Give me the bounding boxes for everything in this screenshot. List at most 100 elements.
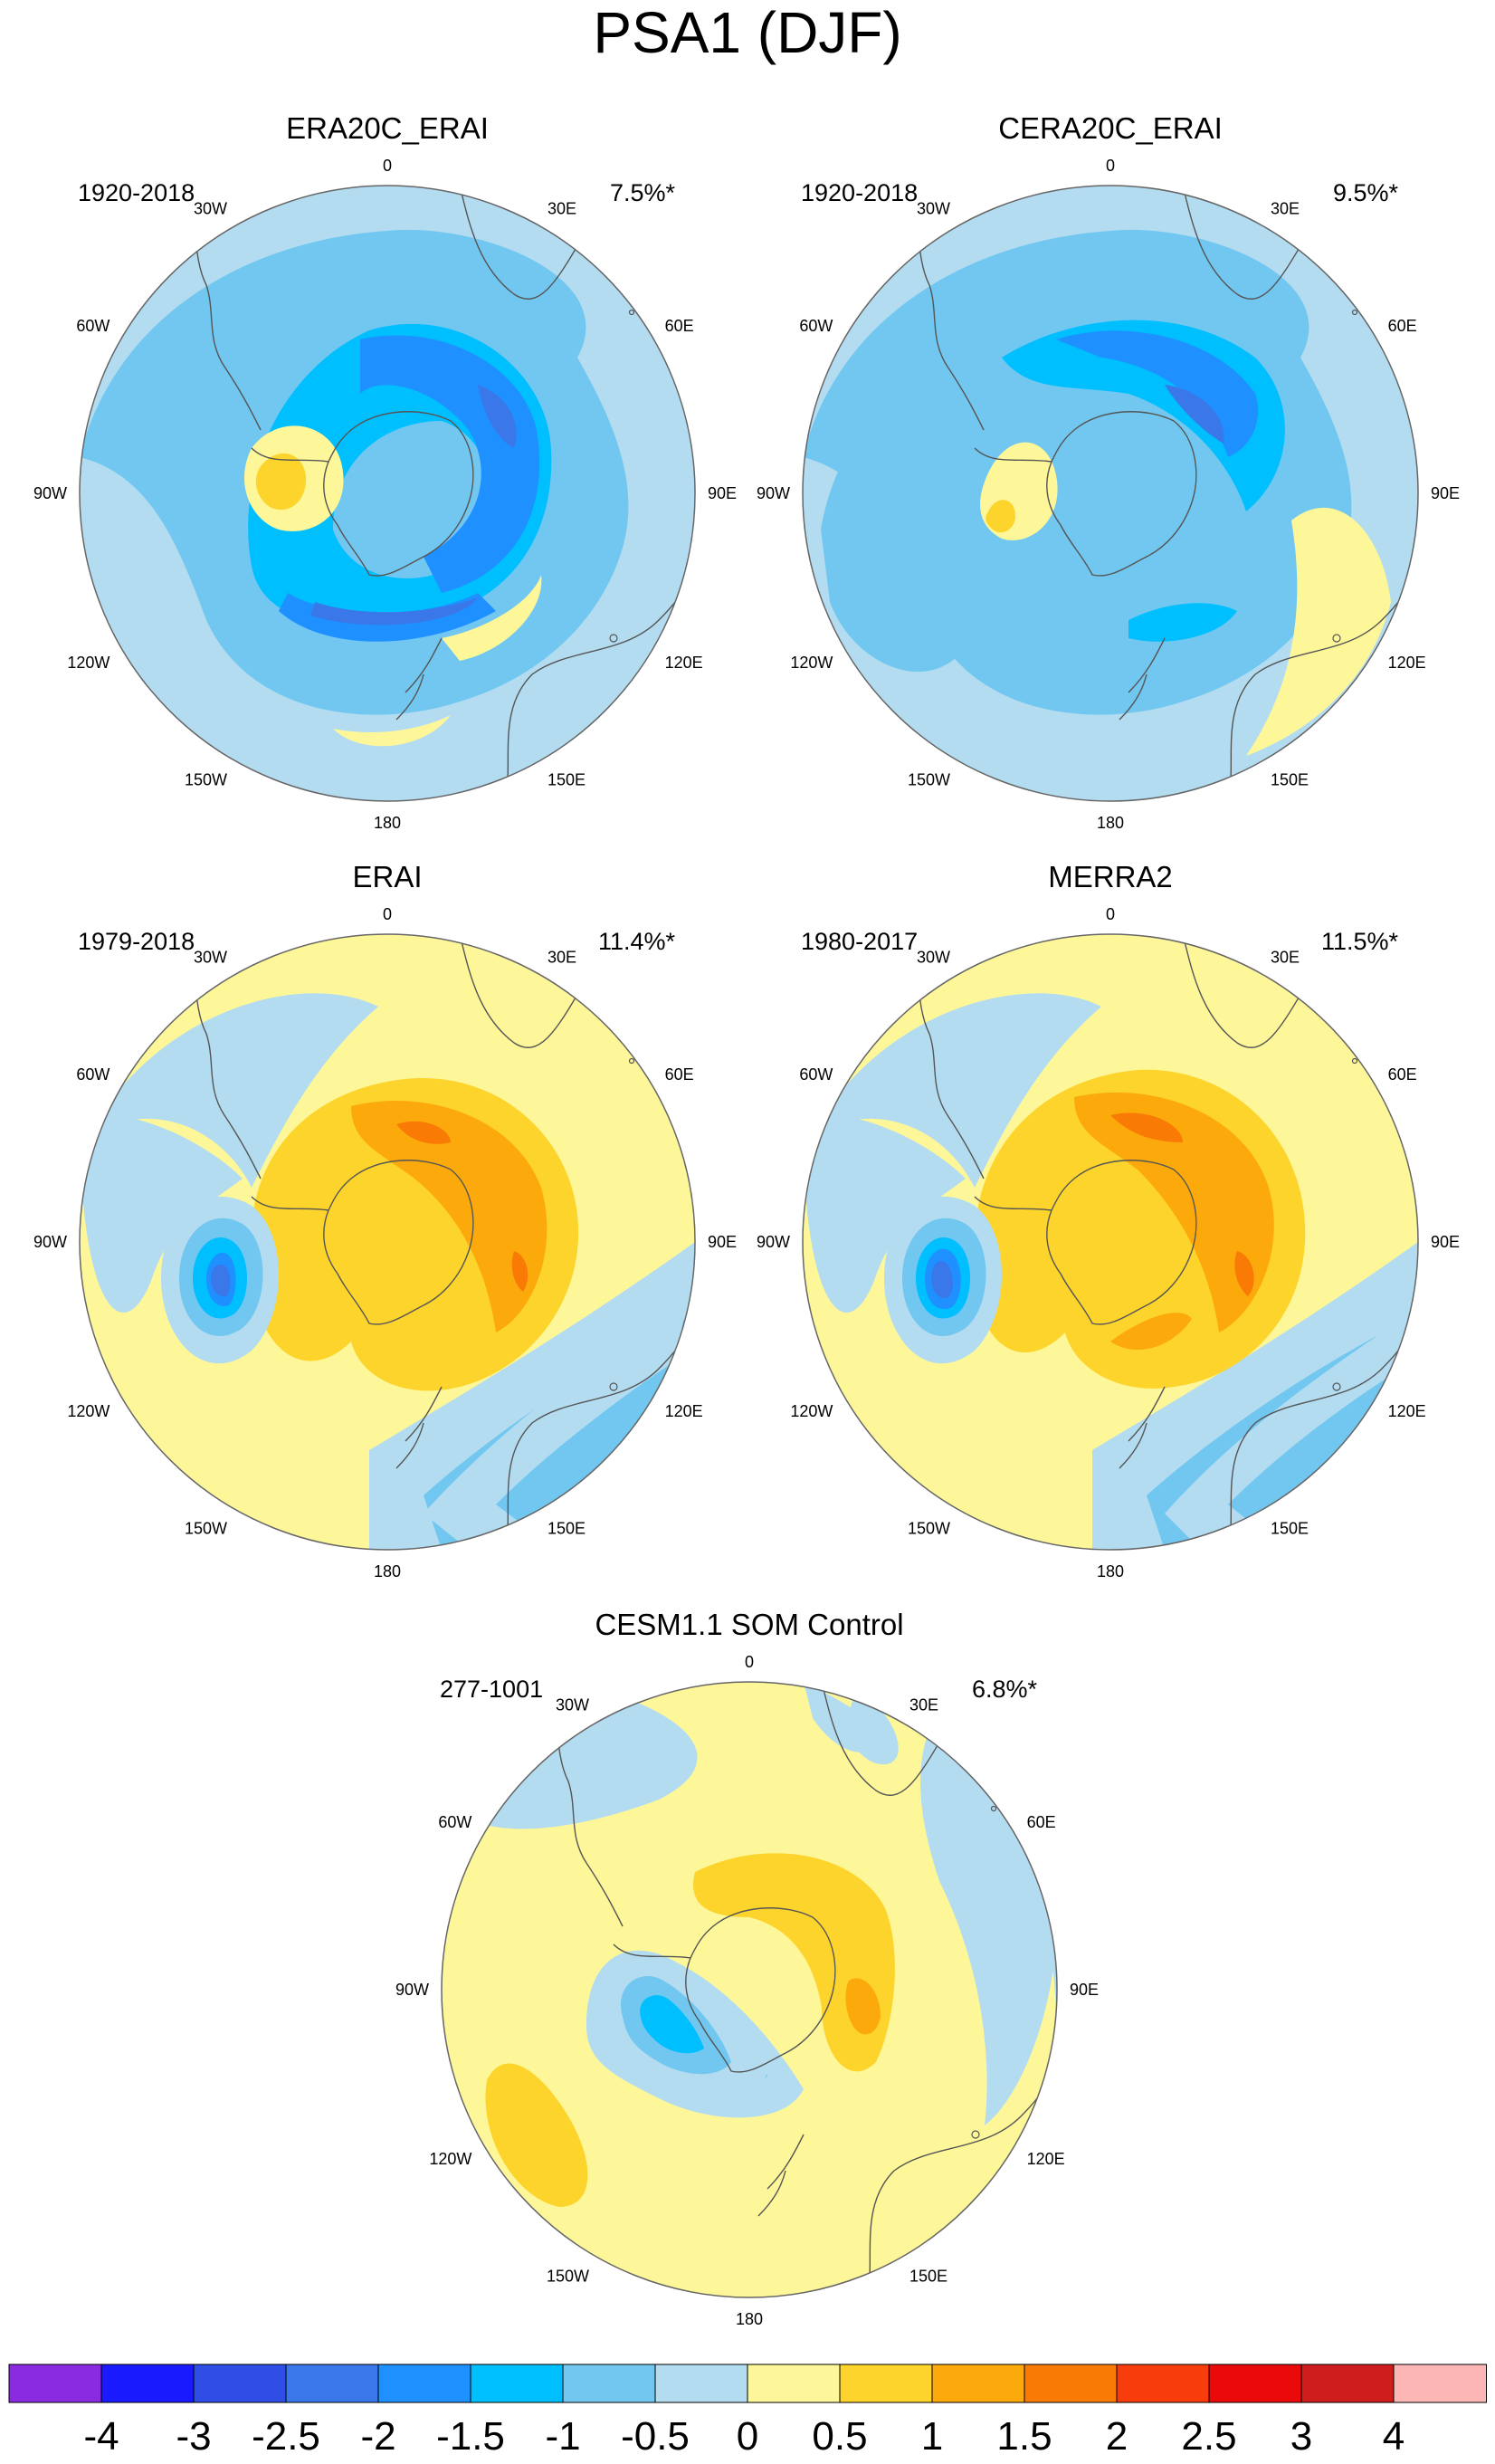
contour-region xyxy=(333,715,451,747)
contour-region xyxy=(1110,1313,1192,1351)
colorbar-tick-label: 0 xyxy=(737,2414,758,2459)
longitude-label: 150W xyxy=(185,771,227,789)
colorbar-swatch xyxy=(1300,2364,1395,2403)
contour-region xyxy=(693,1853,895,2072)
longitude-label: 0 xyxy=(1106,905,1115,923)
longitude-label: 30W xyxy=(556,1695,589,1714)
contour-region xyxy=(920,1727,1057,2125)
contour-region xyxy=(640,1995,704,2054)
longitude-label: 30E xyxy=(909,1695,938,1714)
colorbar-swatch xyxy=(470,2364,564,2403)
longitude-label: 90E xyxy=(708,484,737,502)
contour-region xyxy=(351,1101,548,1332)
panel-variance: 11.4%* xyxy=(598,928,676,955)
colorbar-swatch xyxy=(285,2364,379,2403)
panel-title: ERA20C_ERAI xyxy=(286,111,489,145)
coastline-antarctica xyxy=(974,1160,1197,1325)
map-disc: 0 30E 60E 90E 120E 150E 180 150W 120W 90W 60W 30W xyxy=(757,157,1460,832)
panel-title: MERRA2 xyxy=(1048,860,1173,893)
longitude-label: 120W xyxy=(67,654,110,672)
longitude-label: 60E xyxy=(1388,317,1417,335)
map-disc: 0 30E 60E 90E 120E 150E 180 150W 120W 90W 60W 30W xyxy=(395,1653,1099,2328)
coastline-island xyxy=(609,634,618,643)
coastline-island xyxy=(628,1057,635,1065)
panel-years: 1920-2018 xyxy=(78,179,195,206)
panel-years: 1979-2018 xyxy=(78,928,195,955)
longitude-label: 150E xyxy=(548,1520,586,1538)
longitude-label: 60W xyxy=(799,1065,833,1084)
longitude-label: 90E xyxy=(1431,1233,1460,1251)
colorbar-tick-label: -4 xyxy=(83,2414,119,2459)
contour-region xyxy=(424,1296,686,1550)
longitude-label: 90E xyxy=(1431,484,1460,502)
colorbar-tick-label: 3 xyxy=(1290,2414,1312,2459)
longitude-label: 0 xyxy=(1106,157,1115,175)
coastline-new-zealand xyxy=(395,1386,443,1469)
longitude-label: 90W xyxy=(395,1981,429,1999)
coastline-new-zealand xyxy=(1119,1386,1166,1469)
longitude-label: 90E xyxy=(708,1233,737,1251)
longitude-label: 30W xyxy=(194,948,227,966)
longitude-label: 60W xyxy=(799,317,833,335)
colorbar-tick-label: -2.5 xyxy=(252,2414,320,2459)
colorbar-tick-label: -1 xyxy=(545,2414,580,2459)
panel-merra2: MERRA2 1980-2017 11.5%* 0 30E 60E 90E 120E 15… xyxy=(757,860,1460,1581)
contour-region xyxy=(1228,1369,1402,1533)
colorbar-tick-label: 2 xyxy=(1106,2414,1128,2459)
contour-region xyxy=(279,335,540,642)
contour-region xyxy=(451,1691,698,1829)
longitude-label: 60W xyxy=(438,1813,471,1831)
contour-region xyxy=(845,1978,881,2035)
map-outline xyxy=(802,933,1419,1551)
longitude-label: 180 xyxy=(374,1562,401,1581)
colorbar-tick-label: -0.5 xyxy=(621,2414,690,2459)
longitude-label: 120W xyxy=(429,2150,471,2168)
panel-years: 277-1001 xyxy=(440,1676,543,1703)
colorbar-swatch xyxy=(839,2364,933,2403)
longitude-label: 60E xyxy=(1027,1813,1056,1831)
coastline-africa xyxy=(459,186,587,300)
longitude-label: 30W xyxy=(194,199,227,217)
panel-erai: ERAI 1979-2018 11.4%* 0 30E 60E 90E 120E 150E… xyxy=(33,860,737,1581)
colorbar-swatch xyxy=(747,2364,841,2403)
contour-region xyxy=(812,993,1101,1188)
longitude-label: 90E xyxy=(1070,1981,1099,1999)
longitude-label: 180 xyxy=(1097,1562,1124,1581)
longitude-label: 0 xyxy=(383,905,392,923)
longitude-label: 150E xyxy=(1271,1520,1309,1538)
longitude-label: 120W xyxy=(790,654,833,672)
longitude-label: 30E xyxy=(1271,948,1300,966)
colorbar-swatch xyxy=(1208,2364,1302,2403)
colorbar-tick-label: 1 xyxy=(921,2414,943,2459)
longitude-label: 60W xyxy=(76,1065,110,1084)
colorbar-tick-label: 2.5 xyxy=(1181,2414,1236,2459)
contour-region xyxy=(986,500,1015,533)
longitude-label: 150E xyxy=(1271,771,1309,789)
map-outline xyxy=(441,1681,1058,2298)
coastline-new-zealand xyxy=(395,637,443,721)
coastline-antarctica xyxy=(251,1160,474,1325)
contour-region xyxy=(255,453,306,511)
contour-region xyxy=(396,1121,528,1292)
longitude-label: 90W xyxy=(33,484,67,502)
longitude-label: 180 xyxy=(736,2310,763,2328)
contour-region xyxy=(1246,507,1391,756)
map-outline xyxy=(802,185,1419,802)
colorbar-swatch xyxy=(193,2364,287,2403)
longitude-label: 0 xyxy=(745,1653,754,1671)
longitude-label: 60W xyxy=(76,317,110,335)
colorbar-swatch xyxy=(654,2364,748,2403)
longitude-label: 120E xyxy=(665,1402,703,1420)
longitude-label: 60E xyxy=(1388,1065,1417,1084)
coastline-africa xyxy=(1182,934,1310,1048)
longitude-label: 30W xyxy=(917,199,950,217)
panel-variance: 9.5%* xyxy=(1333,179,1399,206)
contour-region xyxy=(496,1360,677,1532)
colorbar: -4 -3 -2.5 -2 -1.5 -1 -0.5 0 0.5 1 1.5 2 2.5 3 4 xyxy=(8,2364,1487,2459)
colorbar-swatch xyxy=(562,2364,656,2403)
contour-region xyxy=(1165,385,1224,444)
colorbar-tick-label: 4 xyxy=(1383,2414,1405,2459)
map-disc: 0 30E 60E 90E 120E 150E 180 150W 120W 90W 60W 30W xyxy=(33,905,737,1581)
field-background xyxy=(442,1682,1057,2297)
